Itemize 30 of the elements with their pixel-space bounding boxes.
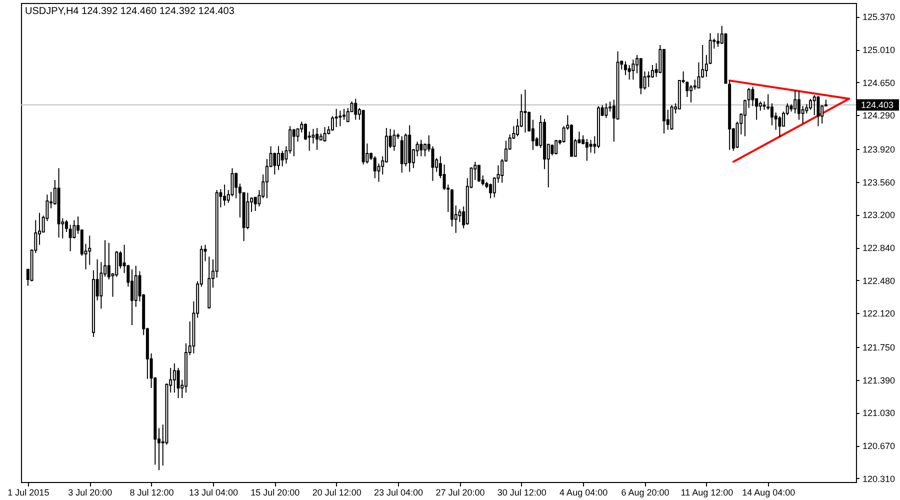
y-tick-label: 121.030 [862, 408, 896, 418]
y-tick-label: 124.290 [862, 110, 896, 121]
y-tick-label: 122.480 [862, 276, 896, 286]
y-tick-label: 122.120 [862, 308, 896, 319]
y-tick-label: 123.200 [862, 210, 896, 220]
x-tick-label: 30 Jul 12:00 [497, 488, 546, 498]
x-tick-label: 4 Aug 04:00 [560, 488, 608, 498]
y-tick-label: 120.670 [862, 441, 896, 452]
x-tick-label: 3 Jul 20:00 [68, 488, 112, 498]
x-tick-label: 11 Aug 12:00 [680, 488, 734, 498]
y-tick-label: 125.370 [862, 12, 896, 22]
y-tick-label: 125.010 [862, 45, 896, 56]
x-tick-label: 23 Jul 04:00 [374, 488, 424, 498]
x-tick-label: 14 Aug 04:00 [742, 488, 796, 498]
y-tick-label: 121.750 [862, 342, 896, 352]
y-tick-label: 121.390 [862, 375, 896, 386]
y-tick-label: 124.650 [862, 78, 896, 88]
x-tick-label: 6 Aug 20:00 [621, 488, 670, 498]
y-tick-label: 123.560 [862, 177, 896, 188]
x-tick-label: 15 Jul 20:00 [250, 488, 300, 498]
x-tick-label: 20 Jul 12:00 [312, 488, 362, 498]
y-tick-label: 122.840 [862, 243, 896, 254]
x-tick-label: 27 Jul 20:00 [436, 488, 485, 498]
y-tick-label: 120.310 [862, 474, 896, 484]
y-tick-label: 123.920 [862, 144, 896, 154]
ref-line-label: 124.403 [861, 100, 894, 110]
x-tick-label: 8 Jul 12:00 [130, 488, 174, 498]
x-tick-label: 13 Jul 04:00 [188, 488, 238, 498]
x-tick-label: 1 Jul 2015 [8, 488, 50, 498]
chart-title: USDJPY,H4 124.392 124.460 124.392 124.403 [25, 6, 235, 17]
